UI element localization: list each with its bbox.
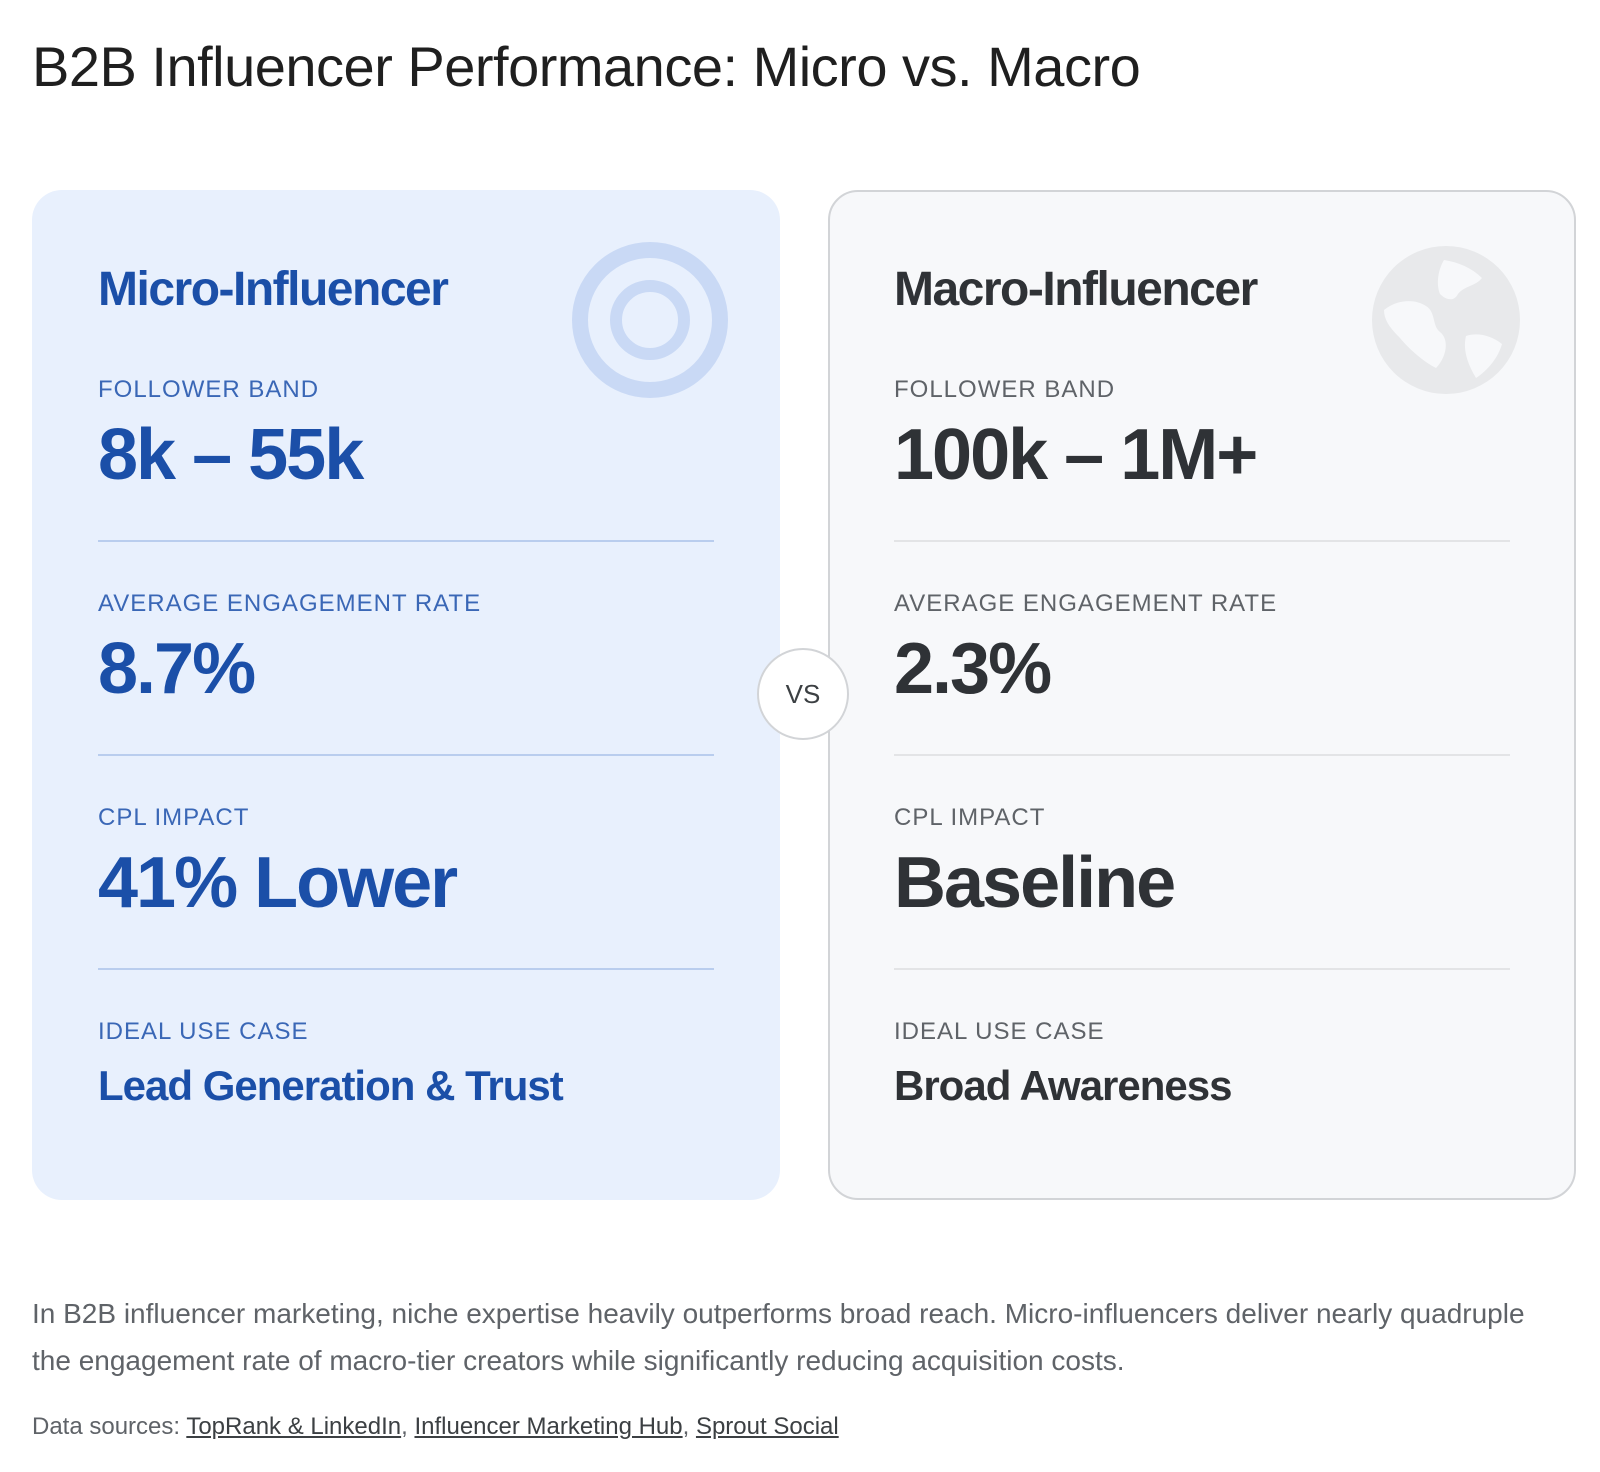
metric-use-case: IDEAL USE CASE Broad Awareness bbox=[894, 1018, 1510, 1108]
metric-cpl-impact: CPL IMPACT Baseline bbox=[894, 804, 1510, 922]
metric-engagement-rate: AVERAGE ENGAGEMENT RATE 8.7% bbox=[98, 590, 714, 708]
metric-label: CPL IMPACT bbox=[98, 804, 250, 831]
metric-label: CPL IMPACT bbox=[894, 804, 1046, 831]
summary-text: In B2B influencer marketing, niche exper… bbox=[32, 1298, 1525, 1376]
metric-engagement-rate: AVERAGE ENGAGEMENT RATE 2.3% bbox=[894, 590, 1510, 708]
metric-value: Baseline bbox=[894, 843, 1176, 923]
source-link-influencer-marketing-hub[interactable]: Influencer Marketing Hub bbox=[414, 1413, 683, 1440]
page-title: B2B Influencer Performance: Micro vs. Ma… bbox=[32, 35, 1141, 98]
data-sources: Data sources: TopRank & LinkedIn, Influe… bbox=[32, 1413, 839, 1440]
metric-label: FOLLOWER BAND bbox=[98, 376, 320, 403]
micro-influencer-card: Micro-Influencer FOLLOWER BAND 8k – 55k … bbox=[32, 190, 780, 1200]
metric-label: IDEAL USE CASE bbox=[98, 1018, 309, 1045]
metric-value: Broad Awareness bbox=[894, 1062, 1233, 1109]
source-link-toprank[interactable]: TopRank & LinkedIn bbox=[186, 1413, 402, 1440]
divider bbox=[894, 968, 1510, 970]
divider bbox=[98, 754, 714, 756]
macro-influencer-card: Macro-Influencer FOLLOWER BAND 100k – 1M… bbox=[828, 190, 1576, 1200]
metric-value: 2.3% bbox=[894, 629, 1052, 709]
metric-use-case: IDEAL USE CASE Lead Generation & Trust bbox=[98, 1018, 714, 1108]
vs-badge: VS bbox=[757, 648, 849, 740]
metric-label: AVERAGE ENGAGEMENT RATE bbox=[894, 590, 1278, 617]
globe-icon bbox=[1372, 246, 1520, 394]
metric-follower-band: FOLLOWER BAND 100k – 1M+ bbox=[894, 376, 1510, 494]
target-icon bbox=[572, 242, 728, 398]
metric-follower-band: FOLLOWER BAND 8k – 55k bbox=[98, 376, 714, 494]
metric-value: 100k – 1M+ bbox=[894, 415, 1258, 495]
metric-value: 8k – 55k bbox=[98, 415, 364, 495]
metric-value: 41% Lower bbox=[98, 843, 458, 923]
card-title: Micro-Influencer bbox=[98, 263, 449, 316]
metric-label: AVERAGE ENGAGEMENT RATE bbox=[98, 590, 482, 617]
source-link-sprout-social[interactable]: Sprout Social bbox=[695, 1413, 839, 1440]
metric-value: Lead Generation & Trust bbox=[98, 1062, 564, 1109]
divider bbox=[894, 540, 1510, 542]
sources-prefix: Data sources: bbox=[32, 1413, 181, 1440]
card-title: Macro-Influencer bbox=[894, 263, 1258, 316]
metric-value: 8.7% bbox=[98, 629, 256, 709]
divider bbox=[98, 968, 714, 970]
metric-cpl-impact: CPL IMPACT 41% Lower bbox=[98, 804, 714, 922]
metric-label: IDEAL USE CASE bbox=[894, 1018, 1105, 1045]
divider bbox=[98, 540, 714, 542]
metric-label: FOLLOWER BAND bbox=[894, 376, 1116, 403]
divider bbox=[894, 754, 1510, 756]
